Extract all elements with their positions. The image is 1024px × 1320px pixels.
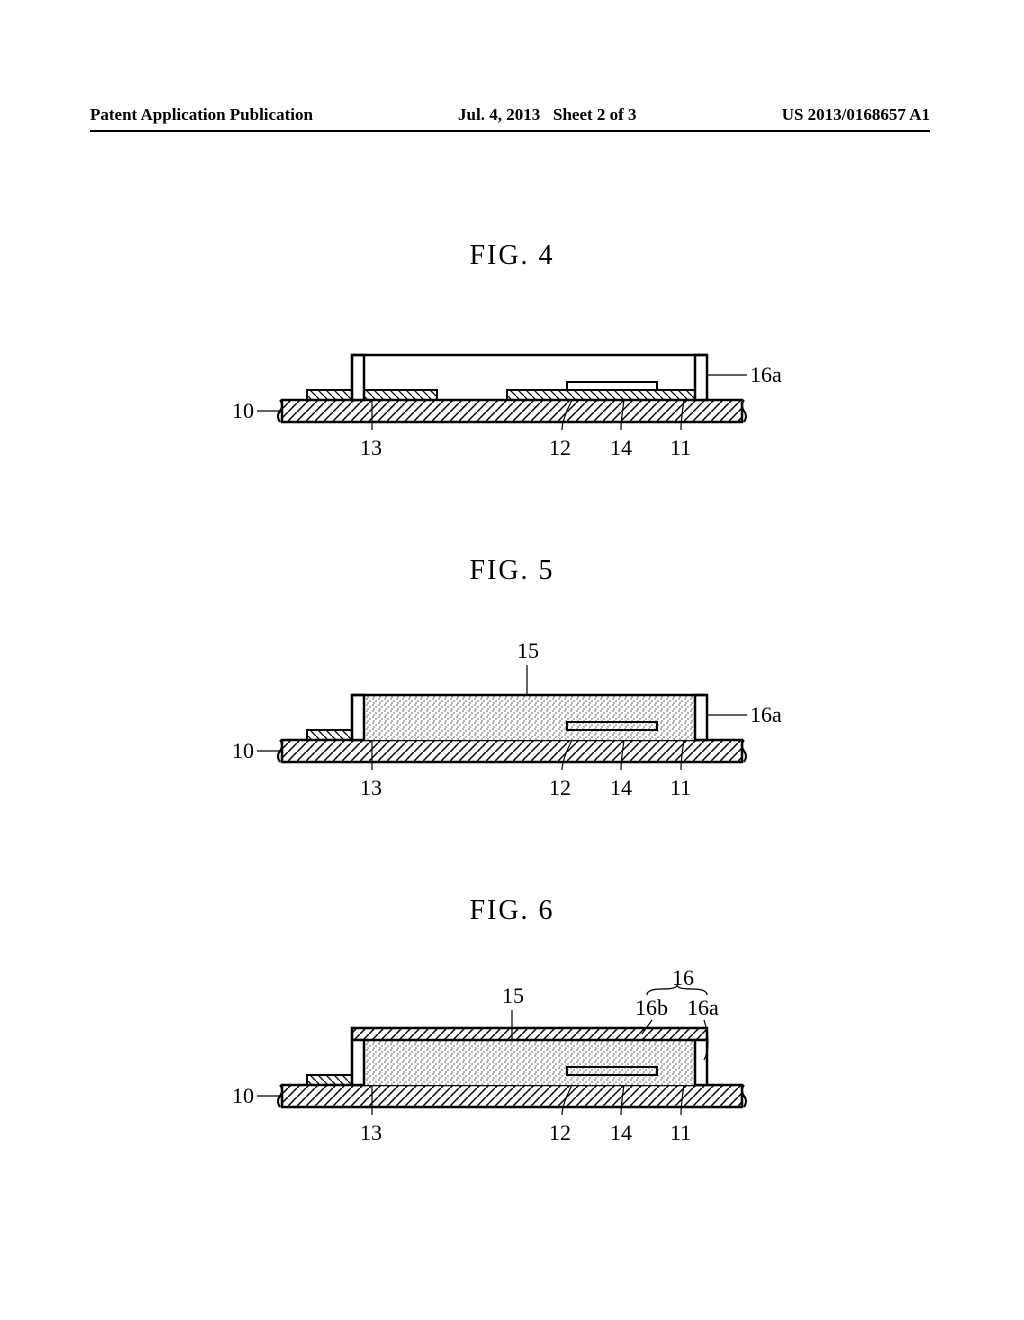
label-16a-f5: 16a bbox=[750, 702, 782, 727]
label-15: 15 bbox=[517, 640, 539, 663]
label-13-f5: 13 bbox=[360, 775, 382, 800]
fig4-title: FIG. 4 bbox=[0, 240, 1024, 272]
label-16a: 16a bbox=[750, 362, 782, 387]
label-15-f6: 15 bbox=[502, 983, 524, 1008]
page-header: Patent Application Publication Jul. 4, 2… bbox=[90, 105, 930, 125]
label-10-f5: 10 bbox=[232, 738, 254, 763]
label-12-f6: 12 bbox=[549, 1120, 571, 1145]
header-date-sheet: Jul. 4, 2013 Sheet 2 of 3 bbox=[458, 105, 637, 125]
header-pubnum: US 2013/0168657 A1 bbox=[782, 105, 930, 125]
header-publication: Patent Application Publication bbox=[90, 105, 313, 125]
fig4-diagram: 10 16a 13 12 14 11 bbox=[0, 330, 1024, 490]
fig5-title: FIG. 5 bbox=[0, 555, 1024, 587]
label-10-f6: 10 bbox=[232, 1083, 254, 1108]
label-12-f5: 12 bbox=[549, 775, 571, 800]
label-12: 12 bbox=[549, 435, 571, 460]
header-rule bbox=[90, 130, 930, 132]
label-10: 10 bbox=[232, 398, 254, 423]
label-16b-f6: 16b bbox=[635, 995, 668, 1020]
header-sheet: Sheet 2 of 3 bbox=[553, 105, 637, 124]
label-13-f6: 13 bbox=[360, 1120, 382, 1145]
fig6-diagram: 15 16 16b 16a 10 13 12 14 11 bbox=[0, 970, 1024, 1180]
label-14-f6: 14 bbox=[610, 1120, 632, 1145]
label-14: 14 bbox=[610, 435, 632, 460]
label-11-f6: 11 bbox=[670, 1120, 691, 1145]
label-11-f5: 11 bbox=[670, 775, 691, 800]
label-16a-f6: 16a bbox=[687, 995, 719, 1020]
label-13: 13 bbox=[360, 435, 382, 460]
fig5-diagram: 15 10 16a 13 12 14 11 bbox=[0, 640, 1024, 830]
fig6-title: FIG. 6 bbox=[0, 895, 1024, 927]
label-11: 11 bbox=[670, 435, 691, 460]
header-date: Jul. 4, 2013 bbox=[458, 105, 540, 124]
label-14-f5: 14 bbox=[610, 775, 632, 800]
